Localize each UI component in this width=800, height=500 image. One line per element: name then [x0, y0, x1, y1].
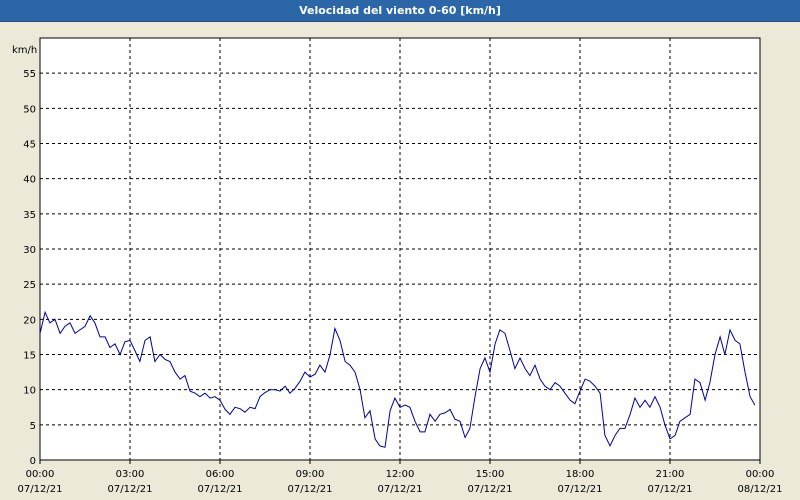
- x-tick-date-label: 07/12/21: [558, 484, 603, 495]
- x-tick-time-label: 09:00: [296, 469, 325, 480]
- y-tick-label: 45: [23, 140, 36, 151]
- y-tick-label: 10: [23, 386, 36, 397]
- y-axis-label: km/h: [12, 45, 37, 56]
- x-tick-date-label: 07/12/21: [378, 484, 423, 495]
- y-tick-label: 0: [30, 456, 36, 467]
- y-tick-label: 50: [23, 104, 36, 115]
- plot-border: [39, 37, 761, 461]
- wind-speed-line: [39, 310, 756, 448]
- y-tick-label: 55: [23, 69, 36, 80]
- y-tick-label: 40: [23, 175, 36, 186]
- x-tick-date-label: 07/12/21: [468, 484, 513, 495]
- y-tick-label: 5: [30, 421, 36, 432]
- x-tick-date-label: 07/12/21: [108, 484, 153, 495]
- y-tick-label: 35: [23, 210, 36, 221]
- x-tick-time-label: 18:00: [566, 469, 595, 480]
- x-tick-time-label: 12:00: [386, 469, 415, 480]
- x-tick-time-label: 06:00: [206, 469, 235, 480]
- x-tick-date-label: 07/12/21: [288, 484, 333, 495]
- x-tick-date-label: 07/12/21: [648, 484, 693, 495]
- plot-area: 0 5 10 15 20 25 30 35 40 45 50 55 km/h 00:00 07/12/21 0…: [0, 22, 800, 500]
- y-tick-label: 25: [23, 280, 36, 291]
- x-tick-time-label: 21:00: [656, 469, 685, 480]
- y-tick-label: 20: [23, 315, 36, 326]
- x-tick-date-label: 07/12/21: [198, 484, 243, 495]
- x-tick-time-label: 15:00: [476, 469, 505, 480]
- x-tick-time-label: 03:00: [116, 469, 145, 480]
- y-tick-label: 15: [23, 351, 36, 362]
- x-tick-time-label: 00:00: [26, 469, 55, 480]
- y-tick-label: 30: [23, 245, 36, 256]
- x-tick-time-label: 00:00: [746, 469, 775, 480]
- wind-speed-chart: 0 5 10 15 20 25 30 35 40 45 50 55 km/h 00:00 07/12/21 0…: [12, 37, 783, 495]
- x-tick-date-label: 08/12/21: [738, 484, 783, 495]
- chart-title: Velocidad del viento 0-60 [km/h]: [0, 0, 800, 22]
- x-tick-date-label: 07/12/21: [18, 484, 63, 495]
